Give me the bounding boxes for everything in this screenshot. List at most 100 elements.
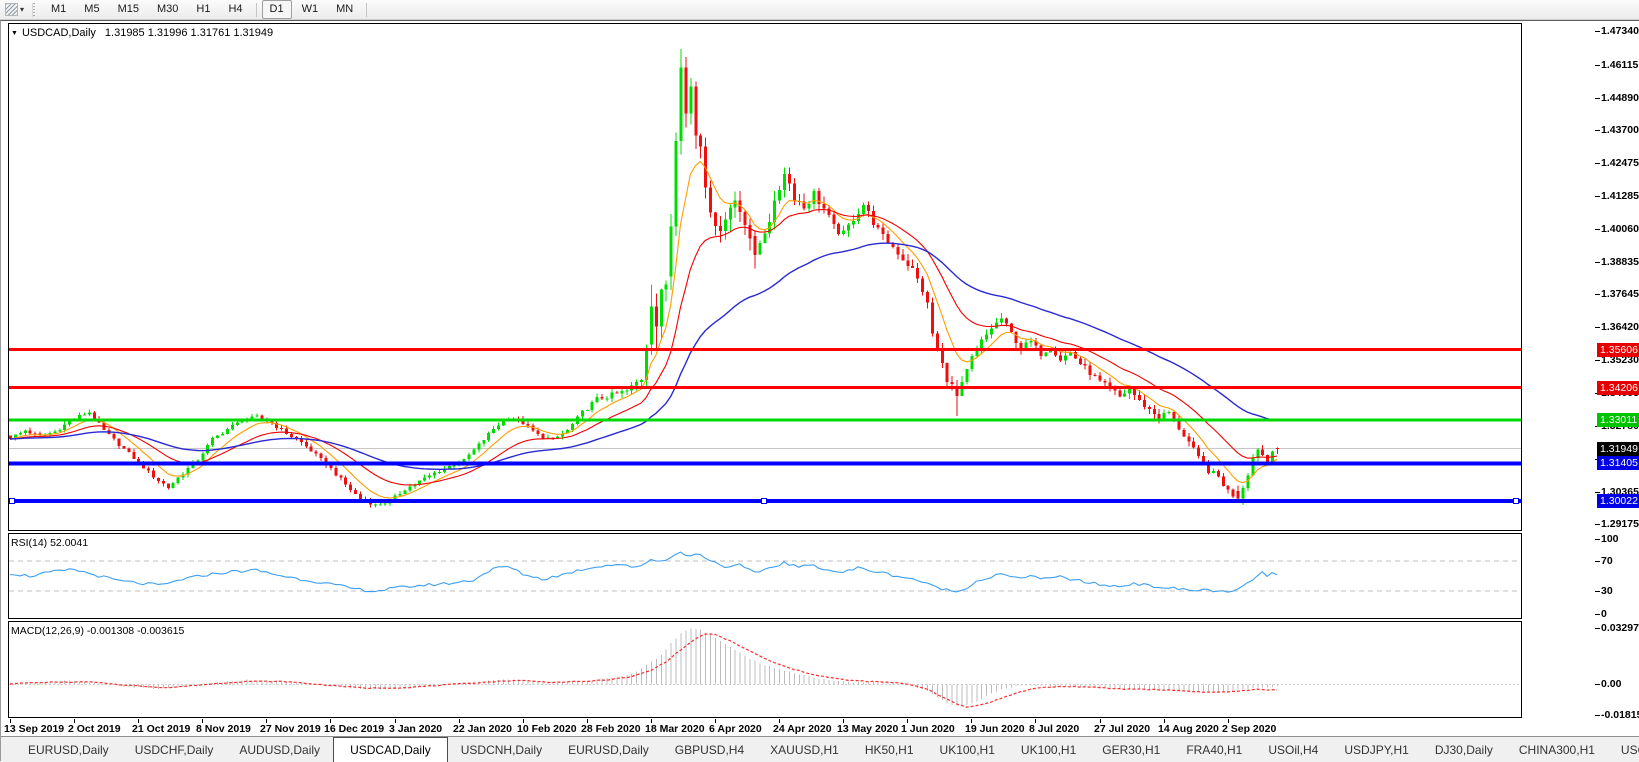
price-tick [1595,327,1600,329]
date-tick [715,719,716,723]
hline-drag-handle[interactable] [761,498,767,505]
date-tick [330,719,331,723]
price-tick [1595,31,1600,33]
macd-tick [1595,714,1600,716]
date-label: 1 Jun 2020 [901,723,955,735]
date-label: 18 Mar 2020 [645,723,705,735]
date-label: 14 Aug 2020 [1158,723,1219,735]
price-tick [1595,228,1600,230]
macd-axis[interactable]: 0.032972 0.00 -0.018154 [1522,621,1639,721]
timeframe-button-m1[interactable]: M1 [51,3,67,15]
price-tick [1595,294,1600,296]
date-tick [459,719,460,723]
date-tick [10,719,11,723]
timeframe-button-m15[interactable]: M15 [117,3,139,15]
timeframe-button-h1[interactable]: H1 [196,3,211,15]
ma-line-8 [9,160,1278,499]
date-tick [651,719,652,723]
timeframe-button-m5[interactable]: M5 [84,3,100,15]
chart-tab-9-uk100-h1[interactable]: UK100,H1 [939,742,995,757]
price-tick-label: 1.35230 [1601,353,1639,366]
price-tick [1595,359,1600,361]
chart-tab-14-usdjpy-h1[interactable]: USDJPY,H1 [1344,742,1409,757]
chart-tab-11-ger30-h1[interactable]: GER30,H1 [1102,742,1161,757]
price-axis[interactable]: 1.47340 1.46115 1.44890 1.43700 1.42475 1.412… [1522,23,1639,531]
main-chart-canvas[interactable] [8,23,1522,531]
chart-tab-13-usoil-h4[interactable]: USOil,H4 [1268,742,1319,757]
hline-price-badge: 1.35606 [1597,342,1639,357]
date-label: 3 Jan 2020 [389,723,443,735]
macd-tick-label: 0.00 [1601,678,1622,690]
date-tick [587,719,588,723]
rsi-tick [1595,613,1600,615]
chart-tab-3-usdcad-daily[interactable]: USDCAD,Daily [333,737,448,762]
macd-canvas[interactable] [8,621,1522,718]
macd-histogram [10,628,1279,706]
toolbar-grip[interactable] [32,2,36,17]
time-axis[interactable]: 13 Sep 2019 2 Oct 2019 21 Oct 2019 8 Nov 20… [1,719,1639,736]
chart-window: ▼ USDCAD,Daily 1.31985 1.31996 1.31761 1.3… [0,20,1639,762]
ma-line-20 [9,208,1278,486]
rsi-tick-label: 100 [1601,532,1619,545]
rsi-tick [1595,591,1600,593]
date-tick [74,719,75,723]
date-label: 22 Jan 2020 [453,723,512,735]
chart-tab-6-gbpusd-h4[interactable]: GBPUSD,H4 [674,742,745,757]
rsi-canvas[interactable] [8,533,1522,619]
date-label: 13 Sep 2019 [4,723,65,735]
rsi-tick-label: 70 [1601,555,1613,568]
timeframe-button-w1[interactable]: W1 [301,3,319,15]
rsi-axis[interactable]: 100 70 30 0 [1522,532,1639,620]
toolbar-separator [366,2,368,17]
hline-price-badge: 1.31405 [1597,456,1639,471]
chart-tab-12-fra40-h1[interactable]: FRA40,H1 [1186,742,1243,757]
rsi-tick-label: 0 [1601,607,1607,620]
timeframe-button-d1[interactable]: D1 [261,0,292,19]
hline-drag-handle[interactable] [9,498,15,505]
chart-tab-10-uk100-h1[interactable]: UK100,H1 [1020,742,1077,757]
timeframe-button-mn[interactable]: MN [336,3,354,15]
price-tick-label: 1.41285 [1601,189,1639,202]
chart-tab-15-dj30-daily[interactable]: DJ30,Daily [1434,742,1493,757]
date-label: 2 Oct 2019 [68,723,121,735]
timeframe-toolbar: M1 M5 M15 M30 H1 H4 D1 W1 MN [42,0,371,20]
date-label: 8 Nov 2019 [196,723,251,735]
macd-tick-label: -0.018154 [1601,708,1639,721]
timeframe-button-h4[interactable]: H4 [228,3,243,15]
date-tick [266,719,267,723]
macd-indicator-label: MACD(12,26,9) -0.001308 -0.003615 [11,625,185,637]
chart-tab-0-eurusd-daily[interactable]: EURUSD,Daily [28,742,109,757]
timeframe-button-m30[interactable]: M30 [156,3,179,15]
chart-tab-4-usdcnh-daily[interactable]: USDCNH,Daily [460,742,543,757]
chart-tab-16-china300-h1[interactable]: CHINA300,H1 [1518,742,1595,757]
hline-price-badge: 1.34206 [1597,380,1639,395]
date-tick [1228,719,1229,723]
rsi-tick [1595,561,1600,563]
rsi-tick-label: 30 [1601,585,1613,598]
chart-tab-5-eurusd-daily[interactable]: EURUSD,Daily [568,742,649,757]
hline-drag-handle[interactable] [1513,498,1519,505]
chart-title: ▼ USDCAD,Daily 1.31985 1.31996 1.31761 1.3… [11,27,273,39]
macd-tick [1595,684,1600,685]
price-tick-label: 1.43700 [1601,124,1639,137]
pointer-tool-icon[interactable] [5,3,18,16]
chart-tab-17-usoil-h1[interactable]: USOil,H1 [1620,742,1639,757]
date-tick [1100,719,1101,723]
chart-tab-8-hk50-h1[interactable]: HK50,H1 [864,742,914,757]
chart-tab-1-usdchf-daily[interactable]: USDCHF,Daily [134,742,214,757]
price-tick-label: 1.42475 [1601,157,1639,170]
price-tick-label: 1.38835 [1601,255,1639,268]
chart-tab-7-xauusd-h1[interactable]: XAUUSD,H1 [770,742,839,757]
price-tick [1595,97,1600,99]
chart-tab-2-audusd-daily[interactable]: AUDUSD,Daily [239,742,321,757]
chart-dropdown-icon[interactable]: ▼ [11,30,18,37]
price-tick [1595,130,1600,132]
macd-signal-line [9,633,1278,708]
macd-tick-label: 0.032972 [1601,622,1639,634]
date-label: 24 Apr 2020 [773,723,832,735]
price-tick-label: 1.47340 [1601,25,1639,38]
rsi-indicator-label: RSI(14) 52.0041 [11,537,89,549]
tool-dropdown-icon[interactable]: ▾ [20,5,25,14]
date-tick [1035,719,1036,723]
price-tick [1595,64,1600,66]
